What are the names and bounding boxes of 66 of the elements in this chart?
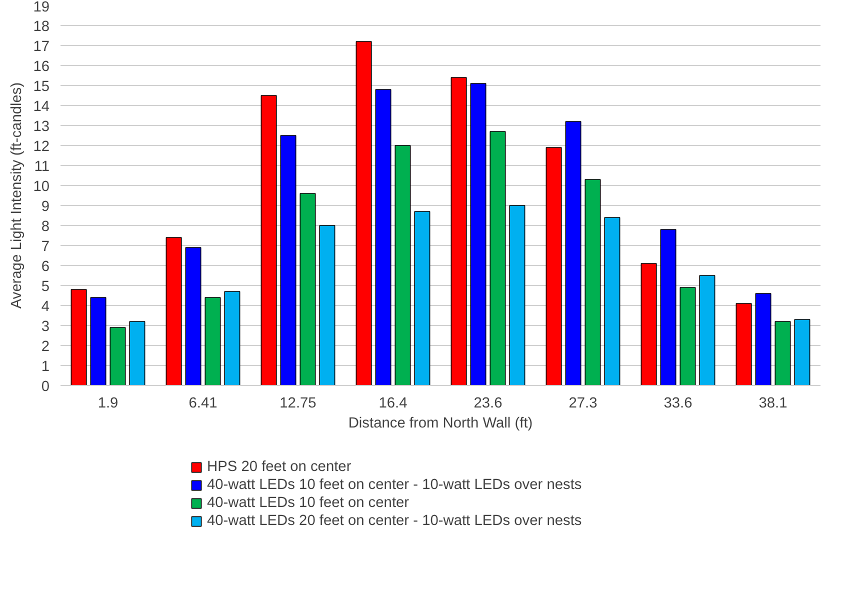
legend-label: HPS 20 feet on center — [207, 459, 352, 475]
bar — [394, 145, 411, 386]
bar — [794, 319, 810, 386]
y-tick-label: 13 — [33, 119, 50, 135]
y-tick-label: 2 — [41, 339, 50, 355]
bar — [509, 205, 526, 386]
y-tick-label: 14 — [33, 99, 50, 115]
y-tick-label: 11 — [34, 159, 50, 175]
bar — [185, 247, 202, 386]
x-tick-label: 6.41 — [188, 396, 218, 412]
bar — [166, 237, 182, 386]
bar — [110, 327, 126, 386]
bar — [565, 121, 582, 386]
y-tick-label: 1 — [41, 359, 50, 375]
bar — [755, 293, 772, 386]
bar — [224, 291, 240, 386]
bar — [470, 83, 486, 386]
bar — [319, 225, 336, 386]
bar — [450, 77, 467, 386]
y-tick-label: 10 — [33, 179, 50, 195]
y-tick-label: 19 — [33, 0, 50, 16]
x-tick-label: 27.3 — [568, 396, 598, 412]
y-tick-label: 6 — [41, 259, 50, 275]
y-tick-label: 18 — [33, 19, 50, 35]
bar — [736, 303, 752, 386]
y-tick-label: 8 — [41, 219, 50, 235]
bar — [604, 217, 620, 386]
bar — [90, 297, 106, 386]
bar — [699, 275, 716, 386]
bar — [280, 135, 296, 386]
y-tick-label: 4 — [41, 299, 50, 315]
y-tick-label: 9 — [41, 199, 50, 215]
y-tick-label: 15 — [33, 79, 50, 95]
y-axis-title: Average Light Intensity (ft-candles) — [9, 82, 26, 309]
bar — [660, 229, 676, 386]
y-tick-label: 5 — [41, 279, 50, 295]
bar — [260, 95, 277, 386]
bar — [546, 147, 562, 386]
y-tick-label: 17 — [33, 39, 50, 55]
y-tick-label: 12 — [33, 139, 50, 155]
x-tick-label: 12.75 — [280, 396, 316, 412]
x-tick-label: 16.4 — [378, 396, 408, 412]
y-tick-label: 0 — [41, 379, 50, 395]
y-tick-label: 16 — [33, 59, 50, 75]
bar — [204, 297, 221, 386]
x-tick-label: 38.1 — [758, 396, 788, 412]
legend-label: 40-watt LEDs 20 feet on center - 10-watt LEDs over nests — [207, 513, 582, 529]
legend-label: 40-watt LEDs 10 feet on center - 10-watt LEDs over nests — [207, 477, 582, 493]
x-axis-title: Distance from North Wall (ft) — [348, 416, 533, 432]
bar — [680, 287, 696, 386]
bar — [414, 211, 430, 386]
legend-label: 40-watt LEDs 10 feet on center — [207, 495, 410, 511]
x-tick-label: 1.9 — [98, 396, 118, 412]
bar — [356, 41, 372, 386]
bar — [300, 193, 316, 386]
y-tick-label: 7 — [41, 239, 50, 255]
x-tick-label: 33.6 — [664, 396, 692, 412]
bar — [640, 263, 657, 386]
bar — [490, 131, 506, 386]
bar — [70, 289, 87, 386]
y-tick-label: 3 — [41, 319, 50, 335]
bar — [375, 89, 392, 386]
bar — [584, 179, 601, 386]
bar — [129, 321, 146, 386]
x-tick-label: 23.6 — [474, 396, 502, 412]
bar — [774, 321, 791, 386]
